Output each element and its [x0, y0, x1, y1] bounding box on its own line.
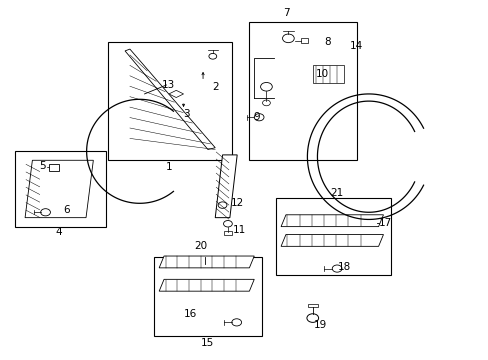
Polygon shape [159, 256, 254, 268]
Circle shape [331, 265, 341, 272]
Text: 11: 11 [232, 225, 246, 235]
FancyBboxPatch shape [49, 164, 59, 171]
Text: 18: 18 [337, 262, 350, 272]
Bar [154, 257, 261, 336]
Text: 10: 10 [315, 69, 328, 79]
Text: 4: 4 [56, 227, 62, 237]
Bar [108, 42, 232, 160]
Text: 15: 15 [201, 338, 214, 348]
Text: 13: 13 [162, 80, 175, 90]
Circle shape [254, 114, 264, 121]
Text: 7: 7 [282, 8, 289, 18]
Text: 3: 3 [183, 109, 189, 119]
Text: 17: 17 [379, 218, 392, 228]
FancyBboxPatch shape [307, 304, 317, 307]
Text: 19: 19 [313, 320, 326, 330]
Polygon shape [159, 279, 254, 291]
Text: 9: 9 [253, 112, 260, 122]
Polygon shape [215, 155, 237, 218]
Circle shape [223, 221, 232, 227]
Text: 14: 14 [349, 41, 363, 50]
Bar [312, 65, 344, 83]
Circle shape [41, 209, 50, 216]
Polygon shape [281, 215, 383, 226]
Polygon shape [125, 49, 215, 149]
Text: 20: 20 [194, 241, 207, 251]
Polygon shape [281, 234, 383, 246]
Text: 5: 5 [39, 161, 45, 171]
Polygon shape [25, 160, 93, 218]
Text: 21: 21 [330, 188, 343, 198]
Text: 6: 6 [63, 206, 70, 216]
Text: 16: 16 [184, 310, 197, 319]
Circle shape [231, 319, 241, 326]
Text: 1: 1 [165, 162, 172, 172]
FancyBboxPatch shape [224, 231, 231, 234]
Text: 12: 12 [230, 198, 244, 208]
FancyBboxPatch shape [300, 38, 307, 43]
Bar [276, 198, 390, 275]
Bar [15, 151, 105, 226]
Polygon shape [168, 90, 183, 98]
Circle shape [282, 34, 294, 42]
Circle shape [218, 202, 226, 208]
Circle shape [260, 82, 272, 91]
Circle shape [262, 100, 270, 106]
Text: 8: 8 [324, 37, 330, 47]
Circle shape [306, 314, 318, 322]
Text: 2: 2 [211, 82, 218, 92]
Bar [249, 22, 356, 160]
Circle shape [208, 53, 216, 59]
